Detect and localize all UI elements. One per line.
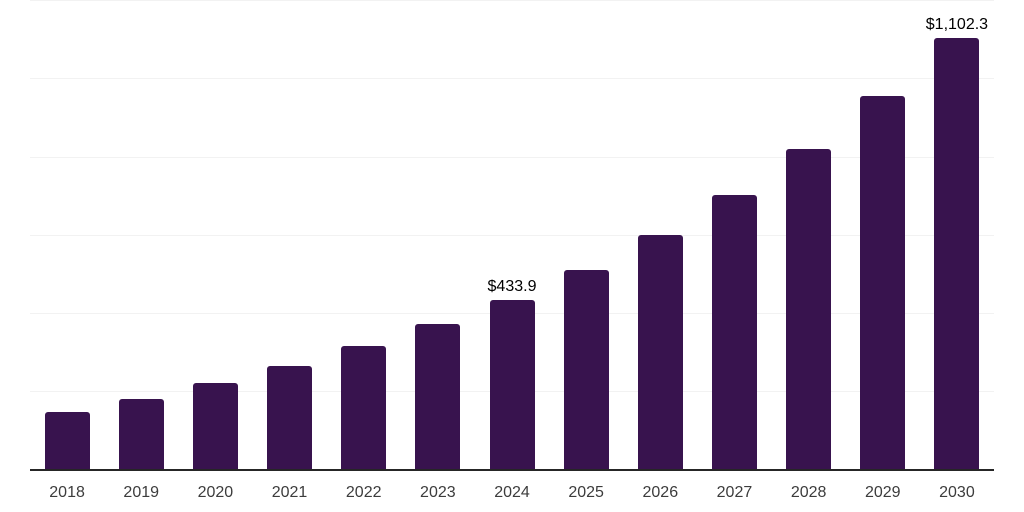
x-tick-2026: 2026 [642,484,679,501]
x-tick-2028: 2028 [790,484,827,501]
bar-2023 [415,324,461,470]
x-tick-2024: 2024 [494,484,530,501]
x-tick-2027: 2027 [716,484,753,501]
x-axis-line [30,469,994,471]
x-tick-2021: 2021 [271,484,308,501]
x-tick-2029: 2029 [864,484,901,501]
bar-2024 [489,299,535,470]
bar-2027 [711,194,757,470]
bar-2028 [786,149,832,470]
x-tick-2025: 2025 [568,484,604,501]
value-label-2030: $1,102.3 [925,16,989,34]
x-tick-2030: 2030 [939,484,975,501]
bar-2022 [341,346,387,470]
bar-2030 [934,38,980,470]
value-label-2024: $433.9 [487,277,537,295]
bar-2020 [192,383,238,470]
bar-2021 [267,365,313,470]
bar-2019 [118,398,164,470]
x-tick-2022: 2022 [345,484,382,501]
bar-2025 [563,269,609,470]
gridline [30,0,994,1]
x-tick-2018: 2018 [49,484,85,501]
bar-2029 [860,95,906,470]
x-tick-2019: 2019 [123,484,160,501]
x-tick-2023: 2023 [420,484,456,501]
gridline [30,78,994,80]
bar-2018 [44,411,90,470]
gridline [30,156,994,158]
gridline [30,234,994,236]
x-tick-2020: 2020 [197,484,234,501]
bar-2026 [637,234,683,470]
